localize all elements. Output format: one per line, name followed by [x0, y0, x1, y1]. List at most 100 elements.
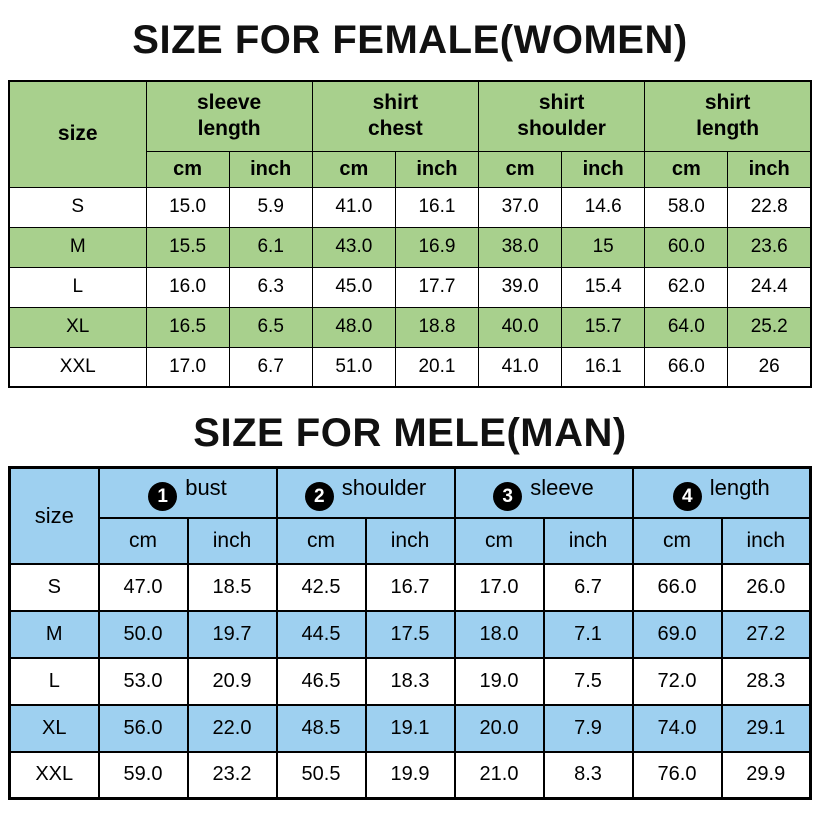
size-value-cell: 16.7 [364, 562, 456, 612]
size-value-cell: 6.3 [228, 266, 313, 308]
unit-header-inch: inch [542, 516, 634, 565]
women-group-header-shirt-shoulder: shirt shoulder [477, 80, 646, 152]
size-value-cell: 28.3 [720, 656, 812, 706]
size-value-cell: 20.0 [453, 703, 545, 753]
men-size-column-header: size [8, 466, 100, 565]
size-value-cell: 18.8 [394, 306, 480, 348]
size-value-cell: 21.0 [453, 750, 545, 800]
size-value-cell: 41.0 [477, 346, 563, 388]
women-units-header-row: cm inch cm inch cm inch cm inch [9, 150, 812, 188]
group-label: bust [185, 474, 227, 500]
men-group-header-row: size 1 bust 2 shoulder 3 sleeve 4 length [8, 466, 812, 565]
size-value-cell: 48.0 [311, 306, 396, 348]
size-value-cell: 50.5 [275, 750, 367, 800]
size-value-cell: 22.0 [186, 703, 278, 753]
size-value-cell: 17.0 [145, 346, 230, 388]
size-value-cell: 74.0 [631, 703, 723, 753]
group-label: length [709, 474, 770, 500]
women-group-header-shirt-chest: shirt chest [311, 80, 480, 152]
size-value-cell: 19.0 [453, 656, 545, 706]
circled-number-1-icon: 1 [148, 482, 178, 511]
size-value-cell: 19.1 [364, 703, 456, 753]
row-size-label: M [8, 609, 100, 659]
unit-header-inch: inch [720, 516, 812, 565]
size-value-cell: 23.6 [727, 226, 812, 268]
size-value-cell: 27.2 [720, 609, 812, 659]
table-row: M 50.0 19.7 44.5 17.5 18.0 7.1 69.0 27.2 [8, 609, 812, 659]
size-value-cell: 56.0 [97, 703, 189, 753]
women-group-header-row: size sleeve length shirt chest shirt sho… [8, 80, 812, 188]
unit-header-cm: cm [97, 516, 189, 565]
table-row: XL 16.5 6.5 48.0 18.8 40.0 15.7 64.0 25.… [8, 306, 812, 348]
size-value-cell: 15.0 [145, 186, 230, 228]
row-size-label: L [8, 266, 147, 308]
table-row: XXL 59.0 23.2 50.5 19.9 21.0 8.3 76.0 29… [8, 750, 812, 800]
size-value-cell: 76.0 [631, 750, 723, 800]
men-table-title: SIZE FOR MELE(MAN) [193, 411, 627, 455]
size-value-cell: 23.2 [186, 750, 278, 800]
size-value-cell: 66.0 [631, 562, 723, 612]
unit-header-cm: cm [477, 150, 563, 188]
men-group-header-shoulder: 2 shoulder [275, 466, 456, 519]
unit-header-inch: inch [186, 516, 278, 565]
size-value-cell: 44.5 [275, 609, 367, 659]
table-row: XL 56.0 22.0 48.5 19.1 20.0 7.9 74.0 29.… [8, 703, 812, 753]
unit-header-inch: inch [364, 516, 456, 565]
size-value-cell: 41.0 [311, 186, 396, 228]
women-size-column-header: size [8, 80, 147, 188]
size-value-cell: 15 [561, 226, 646, 268]
size-value-cell: 26 [727, 346, 812, 388]
unit-header-inch: inch [228, 150, 313, 188]
group-label-line: shirt [538, 91, 585, 115]
size-value-cell: 16.1 [394, 186, 480, 228]
size-value-cell: 58.0 [644, 186, 729, 228]
size-value-cell: 7.1 [542, 609, 634, 659]
size-value-cell: 42.5 [275, 562, 367, 612]
row-size-label: L [8, 656, 100, 706]
size-value-cell: 15.7 [561, 306, 646, 348]
size-value-cell: 51.0 [311, 346, 396, 388]
size-value-cell: 20.1 [394, 346, 480, 388]
size-value-cell: 19.7 [186, 609, 278, 659]
unit-header-cm: cm [631, 516, 723, 565]
size-value-cell: 24.4 [727, 266, 812, 308]
size-value-cell: 26.0 [720, 562, 812, 612]
row-size-label: S [8, 186, 147, 228]
women-table-title: SIZE FOR FEMALE(WOMEN) [132, 18, 688, 62]
unit-header-inch: inch [727, 150, 812, 188]
size-value-cell: 7.5 [542, 656, 634, 706]
size-value-cell: 47.0 [97, 562, 189, 612]
men-units-header-row: cm inch cm inch cm inch cm inch [10, 516, 812, 565]
men-group-header-length: 4 length [631, 466, 812, 519]
unit-header-inch: inch [394, 150, 480, 188]
size-value-cell: 16.1 [561, 346, 646, 388]
group-label-line: chest [367, 117, 423, 141]
group-label: sleeve [530, 474, 594, 500]
table-row: XXL 17.0 6.7 51.0 20.1 41.0 16.1 66.0 26 [8, 346, 812, 388]
size-value-cell: 7.9 [542, 703, 634, 753]
size-value-cell: 38.0 [477, 226, 563, 268]
size-value-cell: 64.0 [644, 306, 729, 348]
size-value-cell: 19.9 [364, 750, 456, 800]
men-size-table: size 1 bust 2 shoulder 3 sleeve 4 length cm … [8, 466, 812, 800]
group-label-line: shirt [704, 91, 751, 115]
size-value-cell: 22.8 [727, 186, 812, 228]
size-value-cell: 6.1 [228, 226, 313, 268]
size-value-cell: 69.0 [631, 609, 723, 659]
group-label-line: length [696, 117, 760, 141]
row-size-label: S [8, 562, 100, 612]
size-value-cell: 17.7 [394, 266, 480, 308]
size-value-cell: 18.0 [453, 609, 545, 659]
group-label-line: length [197, 117, 261, 141]
unit-header-cm: cm [453, 516, 545, 565]
size-value-cell: 37.0 [477, 186, 563, 228]
row-size-label: XXL [8, 750, 100, 800]
row-size-label: XXL [8, 346, 147, 388]
size-value-cell: 66.0 [644, 346, 729, 388]
size-value-cell: 15.5 [145, 226, 230, 268]
unit-header-cm: cm [145, 150, 230, 188]
men-group-header-sleeve: 3 sleeve [453, 466, 634, 519]
size-value-cell: 29.9 [720, 750, 812, 800]
size-value-cell: 18.3 [364, 656, 456, 706]
